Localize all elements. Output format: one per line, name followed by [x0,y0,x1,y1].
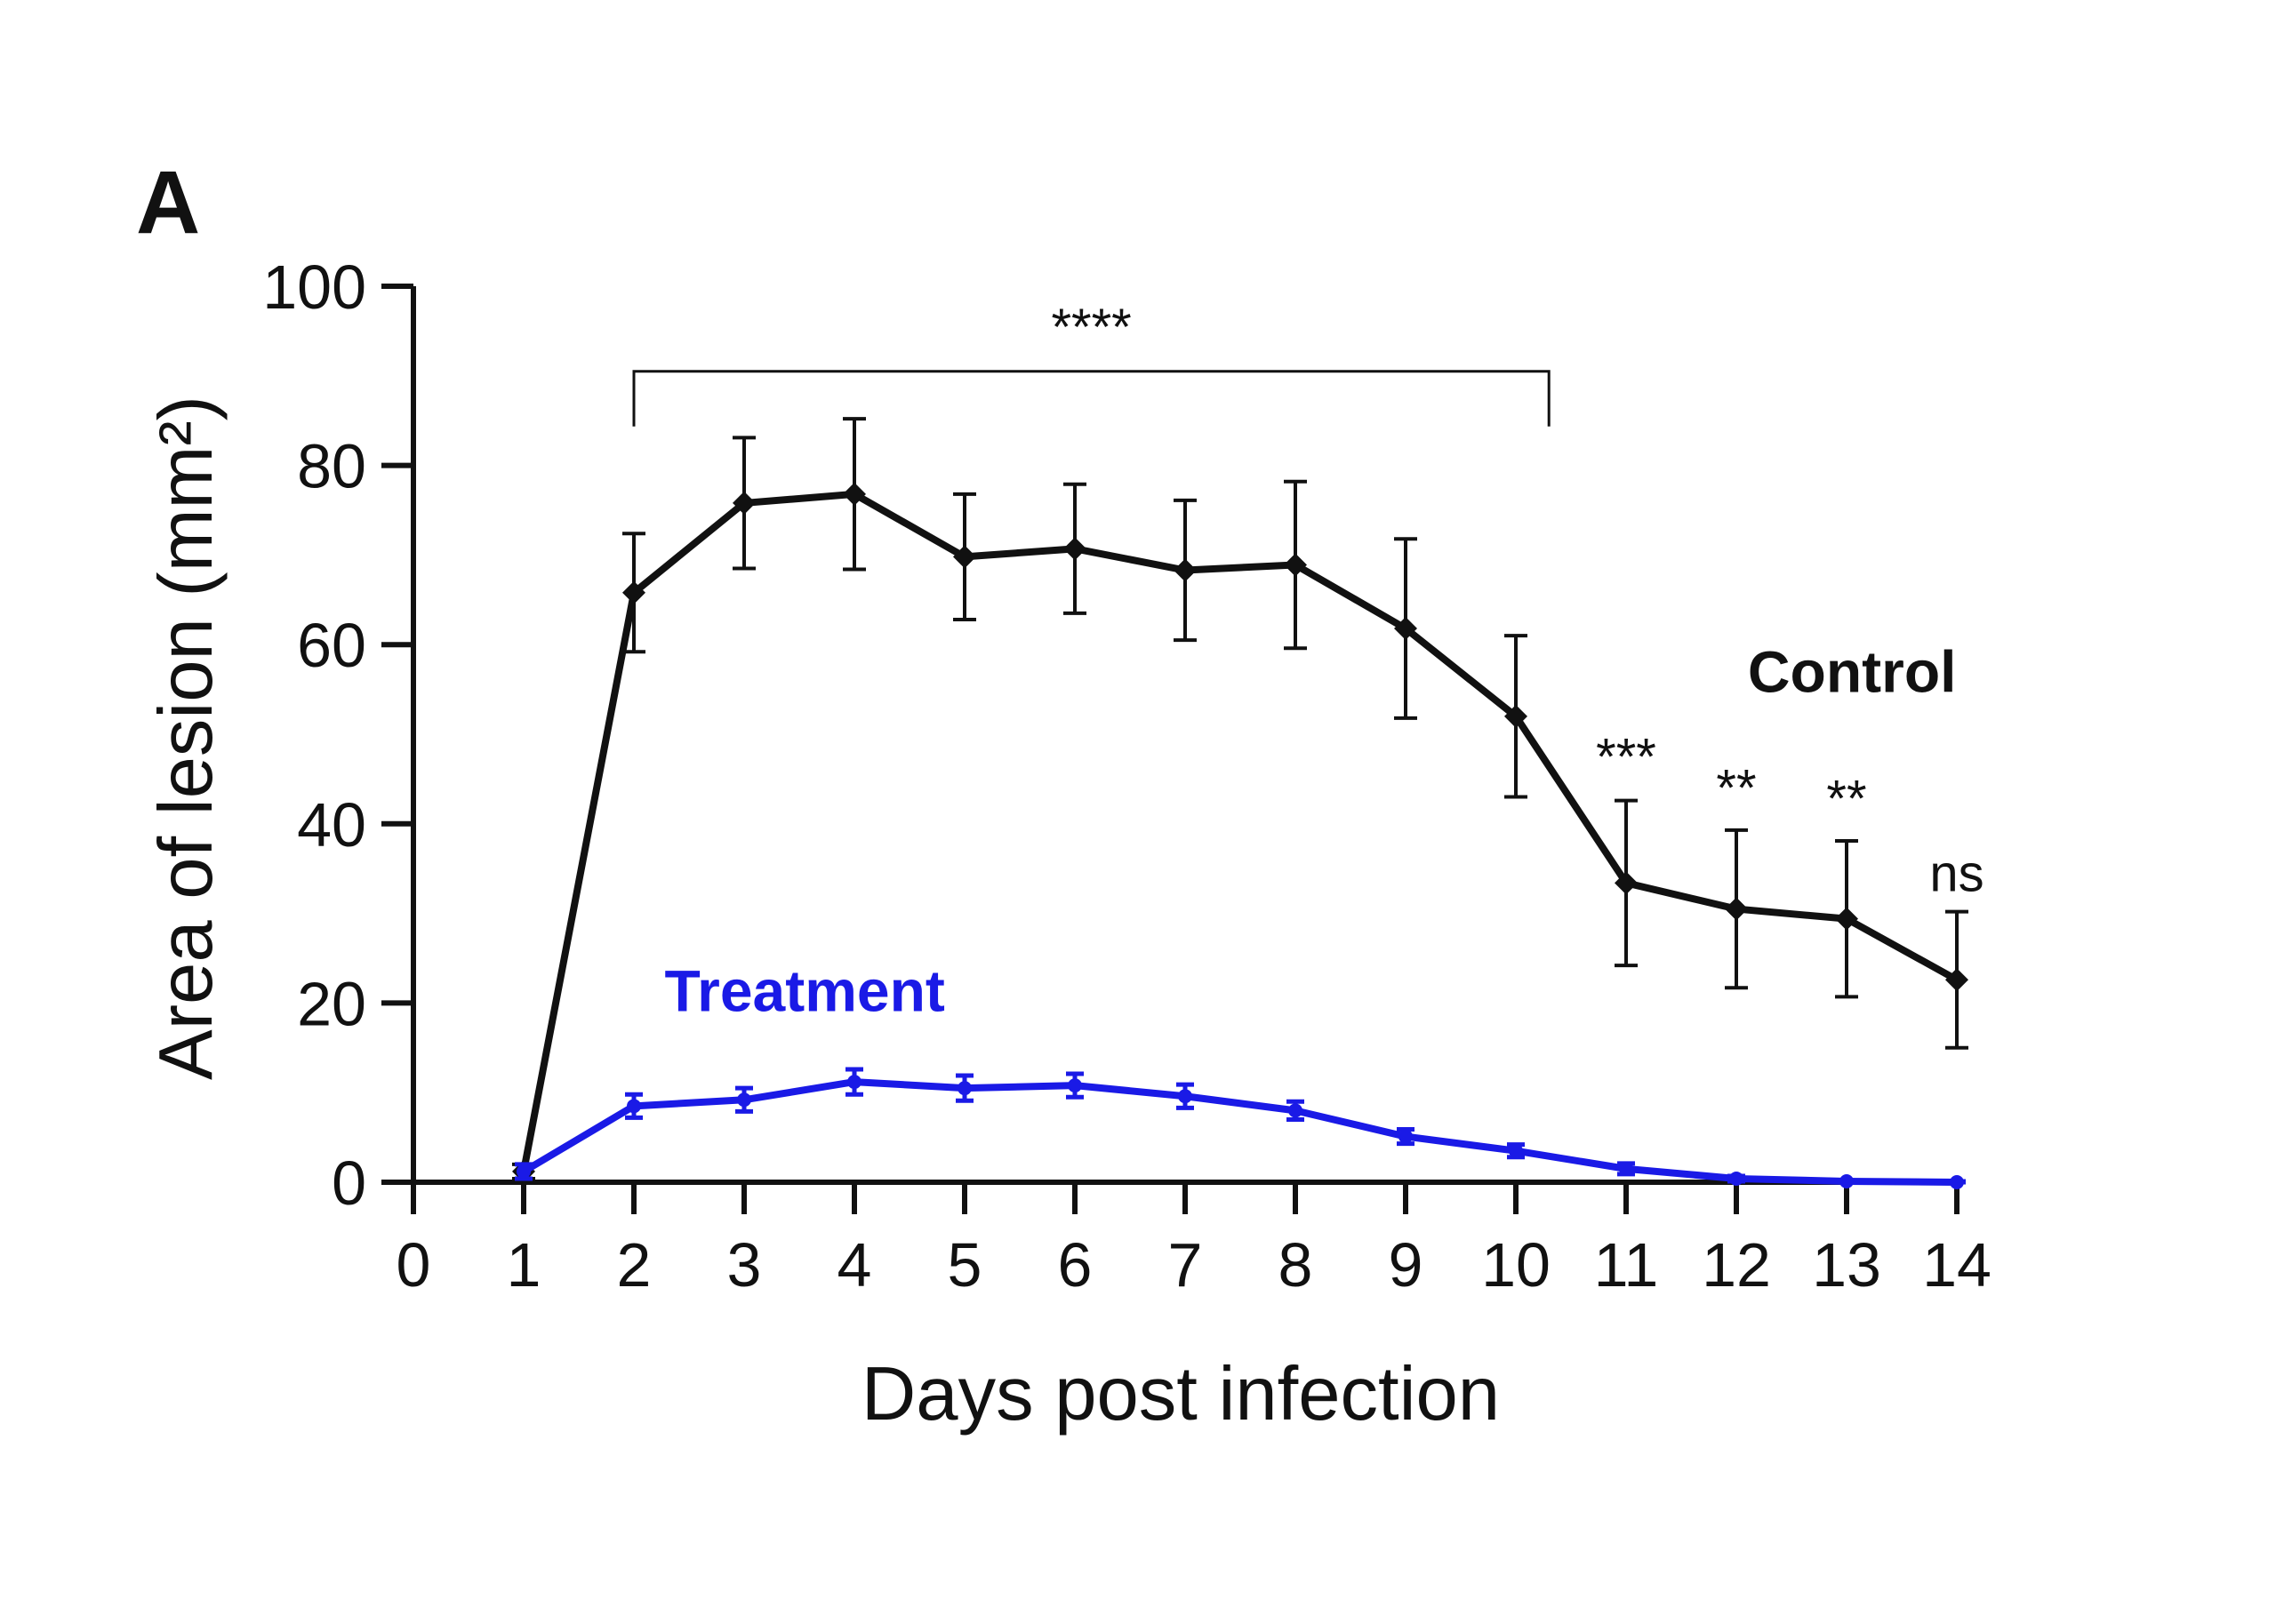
data-point [1504,704,1527,728]
x-tick-label: 4 [837,1230,872,1300]
x-tick-label: 7 [1168,1230,1203,1300]
y-tick-label: 40 [297,790,366,860]
series-line [521,1078,1958,1186]
series-label-treatment: Treatment [664,957,944,1023]
x-tick-label: 14 [1922,1230,1992,1300]
data-point [1509,1143,1523,1158]
x-tick-label: 2 [617,1230,652,1300]
x-tick-label: 13 [1812,1230,1881,1300]
data-point [953,545,976,569]
significance-mark: ** [1716,760,1756,818]
x-tick-label: 12 [1702,1230,1771,1300]
series-treatment [515,1067,1966,1189]
data-point [737,1092,751,1108]
x-axis-title: Days post infection [862,1352,1500,1436]
data-point [847,1075,862,1090]
data-point [1945,968,1968,992]
x-tick-label: 5 [948,1230,982,1300]
data-point [1068,1078,1082,1093]
data-point [1288,1103,1302,1118]
x-tick-label: 11 [1594,1230,1659,1300]
data-point [1725,897,1748,921]
data-point [1178,1089,1192,1104]
data-point [622,580,645,604]
data-point [1615,871,1638,895]
data-point [958,1081,972,1096]
y-tick-label: 80 [297,432,366,501]
data-point [1284,553,1307,577]
series-layer [512,417,1968,1189]
data-point [733,491,756,515]
data-point [1839,1173,1854,1188]
significance-mark: ns [1929,844,1983,902]
significance-mark: *** [1596,728,1656,786]
bracket-significance-label: **** [1051,299,1131,356]
significance-mark: ** [1826,771,1866,828]
x-tick-label: 10 [1481,1230,1551,1300]
y-tick-label: 60 [297,611,366,680]
data-point [1394,617,1417,641]
y-tick-label: 0 [332,1148,366,1218]
y-tick-label: 100 [262,252,366,322]
y-axis: 0 20 40 60 80 100 [262,252,416,1218]
data-point [1063,537,1086,561]
data-point [1835,907,1858,931]
data-point [517,1164,531,1179]
data-point [1729,1171,1743,1186]
y-axis-title: Area of lesion (mm²) [144,396,228,1080]
series-control [512,417,1968,1183]
data-point [627,1099,641,1114]
data-point [1950,1175,1964,1189]
x-axis: 0 1 2 3 4 5 6 7 8 9 10 11 12 13 14 [397,1180,1992,1300]
data-point [1174,558,1197,582]
series-line [520,490,1959,1172]
x-tick-label: 3 [727,1230,762,1300]
x-tick-label: 9 [1389,1230,1423,1300]
data-point [1398,1129,1413,1144]
data-point [843,482,866,506]
x-tick-label: 1 [507,1230,541,1300]
significance-bracket [632,370,1551,427]
panel-letter: A [136,153,200,252]
x-tick-label: 0 [397,1230,431,1300]
series-label-control: Control [1748,639,1957,705]
x-tick-label: 8 [1278,1230,1313,1300]
data-point [1619,1161,1633,1176]
x-tick-label: 6 [1058,1230,1093,1300]
y-tick-label: 20 [297,969,366,1038]
